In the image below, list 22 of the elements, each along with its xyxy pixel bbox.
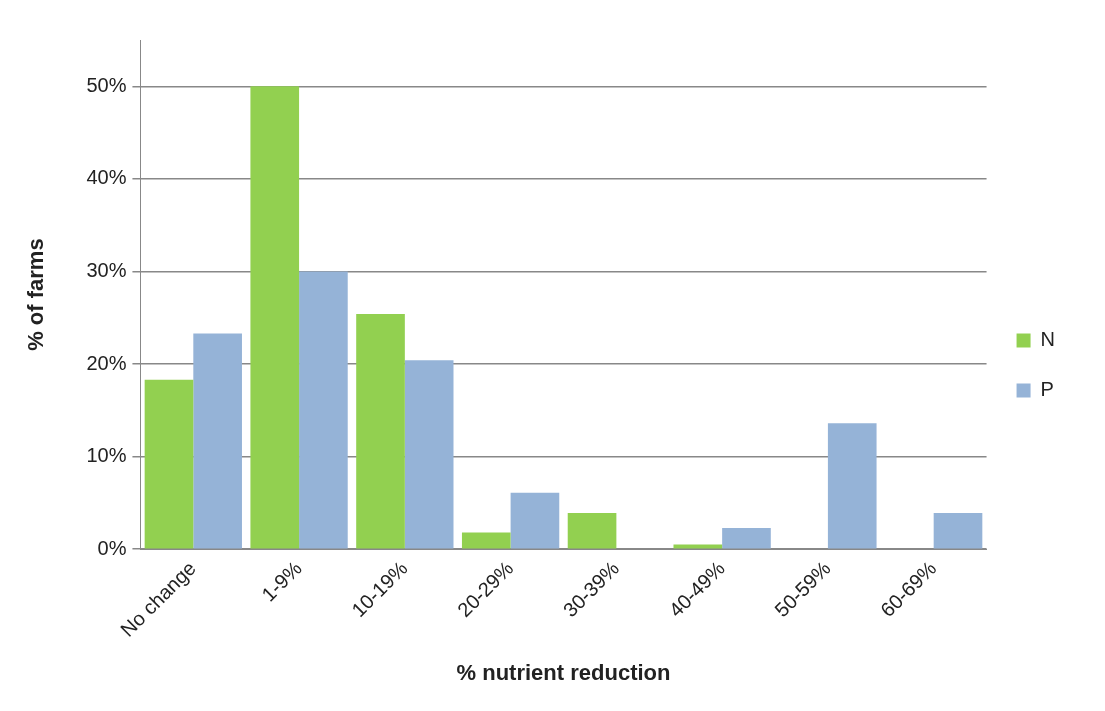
y-tick-label: 10%	[86, 444, 127, 467]
y-axis-title: % of farms	[23, 238, 49, 351]
bar	[722, 527, 771, 549]
y-tick-label: 40%	[86, 166, 127, 189]
y-tick-label: 50%	[86, 73, 127, 96]
y-tick-label: 20%	[86, 351, 127, 374]
bar	[250, 86, 300, 549]
bar	[567, 513, 617, 549]
y-tick-label: 0%	[97, 536, 127, 559]
bar	[144, 379, 194, 549]
legend-label: N	[1040, 328, 1056, 351]
bar	[193, 333, 242, 549]
y-tick-label: 30%	[86, 258, 127, 281]
bar	[827, 423, 877, 549]
bar	[510, 492, 560, 549]
x-axis-title: % nutrient reduction	[456, 659, 671, 685]
bar	[356, 314, 405, 549]
bar	[461, 532, 511, 549]
bar	[299, 271, 348, 549]
bar	[933, 513, 983, 549]
legend-label: P	[1040, 378, 1054, 401]
bar	[404, 360, 454, 549]
